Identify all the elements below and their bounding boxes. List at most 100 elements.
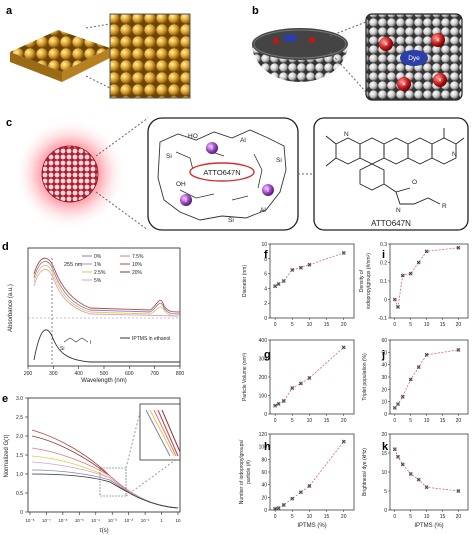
panel-g-label: g	[264, 349, 271, 361]
y-tick-label: 0	[384, 412, 387, 418]
atto647n-structure: N N O N R ATTO647N	[313, 117, 469, 231]
data-point	[341, 439, 346, 444]
y-tick-label: 120	[259, 432, 268, 438]
svg-text:N: N	[452, 151, 457, 158]
x-tick-label: 10⁻⁷	[42, 518, 51, 523]
x-tick-label: 10	[307, 322, 313, 328]
panel-c-label: c	[6, 117, 12, 129]
correlation-curve-6	[31, 473, 179, 509]
chart-i: -0.1 0 0.1 0.2 0.3 0 5 10 15 20 Density of iodoprop…	[359, 242, 469, 328]
y-tick-label: 50	[381, 350, 387, 356]
x-tick-label: 10	[307, 514, 313, 520]
svg-text:O: O	[412, 179, 417, 186]
data-point	[408, 472, 413, 476]
panel-e-fcs-chart: e 00.51.01.52.02.53.0 10⁻⁸ 10⁻⁷ 10⁻⁶ 10⁻⁵ 10…	[2, 393, 181, 534]
chart-g: 0 100 200 300 400 0 5 10 15 20 Particle Volume (nm…	[242, 338, 355, 424]
svg-text:OH: OH	[176, 181, 186, 188]
absorbance-curve-1	[33, 265, 181, 317]
y-tick-label: 20	[381, 387, 387, 393]
panel-e-label: e	[2, 393, 8, 405]
y-axis-label: Number of iodopropylgroups/	[239, 439, 245, 504]
peak-annotation: 255 nm	[64, 262, 83, 268]
data-point	[424, 352, 429, 357]
data-point	[298, 490, 303, 495]
y-tick-label: 2.5	[16, 415, 23, 421]
chart-j: 0 10 20 30 40 50 60 0 5 10 15 20 Triplet population …	[362, 338, 469, 424]
data-point	[298, 265, 303, 270]
panel-k-label: k	[382, 441, 389, 453]
iptms-legend-label: IPTMS in ethanol	[132, 336, 170, 342]
svg-text:7.5%: 7.5%	[132, 254, 144, 260]
svg-text:5%: 5%	[94, 278, 102, 284]
svg-text:Si: Si	[276, 157, 282, 164]
silica-shell-illustration	[252, 28, 348, 82]
y-axis-label: Triplet population (%)	[362, 353, 368, 401]
y-tick-label: 200	[259, 375, 268, 381]
y-tick-label: 0	[384, 508, 387, 514]
trend-line	[394, 349, 459, 409]
data-point	[307, 484, 312, 488]
top-row-illustrations: a b Dye × × × ×	[6, 5, 463, 101]
x-tick-label: 0	[274, 418, 277, 424]
data-point	[400, 394, 405, 399]
plot-frame	[269, 243, 355, 319]
x-tick-label: 10⁻⁴	[91, 518, 100, 523]
y-axis-label: Diameter (nm)	[242, 265, 248, 297]
iodine-atom-icon	[431, 33, 445, 47]
data-point	[424, 249, 429, 254]
panel-i-label: i	[382, 249, 385, 261]
svg-text:1%: 1%	[94, 262, 102, 268]
panel-d-absorbance-chart: d 255 nm Si I 0% 1% 2.5% 5% 7.5% 10% 20%…	[2, 241, 184, 384]
y-tick-label: 10	[261, 242, 267, 248]
data-point	[341, 250, 346, 255]
data-point	[281, 399, 286, 403]
y-tick-label: 20	[381, 432, 387, 438]
y-tick-label: 2.0	[16, 434, 23, 440]
svg-text:×: ×	[438, 78, 442, 84]
silica-network-structure: ATTO647N I I I HO Si Al OH Al Si Si	[147, 117, 299, 231]
data-point	[456, 489, 461, 493]
x-tick-label: 5	[409, 418, 412, 424]
data-point	[416, 260, 421, 265]
x-tick-label: 10	[424, 514, 430, 520]
plot-frame	[389, 243, 469, 319]
chart-legend: 0% 1% 2.5% 5% 7.5% 10% 20% IPTMS in etha…	[82, 254, 170, 342]
y-tick-label: 0	[384, 298, 387, 304]
gold-nanocube-illustration	[10, 30, 110, 82]
svg-text:2.5%: 2.5%	[94, 270, 106, 276]
svg-text:I: I	[185, 198, 187, 204]
svg-text:×: ×	[436, 38, 440, 44]
svg-text:HO: HO	[188, 133, 198, 140]
y-tick-label: 40	[381, 363, 387, 369]
correlation-curve-4	[31, 461, 179, 509]
plot-frame	[389, 339, 469, 415]
iodine-atom-icon	[262, 184, 274, 196]
x-tick-label: 400	[74, 371, 83, 377]
x-tick-label: 10⁻¹	[141, 518, 150, 523]
x-tick-label: 0	[393, 514, 396, 520]
panel-a-label: a	[6, 5, 13, 17]
y-axis-label: Brightness/ dye (kHz)	[362, 448, 368, 496]
y-tick-label: 100	[259, 394, 268, 400]
y-tick-label: 10	[381, 470, 387, 476]
x-tick-label: 0	[274, 322, 277, 328]
x-axis-label: IPTMS (%)	[414, 523, 443, 529]
x-tick-label: 5	[291, 322, 294, 328]
chart-h: 0 20 40 60 80 100 120 0 5 10 15 20 Number of iodopro…	[239, 432, 355, 529]
y-tick-label: 0	[20, 510, 23, 516]
y-tick-label: 30	[381, 375, 387, 381]
y-tick-label: 100	[259, 445, 268, 451]
chart-k: 0 5 10 15 20 0 5 10 15 20 Brightness/ dye (kHz) IPT…	[362, 432, 469, 529]
svg-text:10%: 10%	[132, 262, 143, 268]
data-point	[396, 305, 400, 309]
y-axis-label: Density of	[359, 269, 365, 292]
y-tick-label: 8	[264, 257, 267, 263]
dye-label: Dye	[408, 55, 420, 62]
x-tick-label: 15	[440, 418, 446, 424]
x-axis-label: Wavelength (nm)	[81, 378, 126, 384]
x-tick-label: 10⁻⁶	[58, 518, 67, 523]
absorbance-curves	[33, 257, 181, 363]
absorbance-curve-3	[33, 257, 181, 313]
x-tick-label: 20	[341, 514, 347, 520]
x-tick-label: 5	[291, 514, 294, 520]
